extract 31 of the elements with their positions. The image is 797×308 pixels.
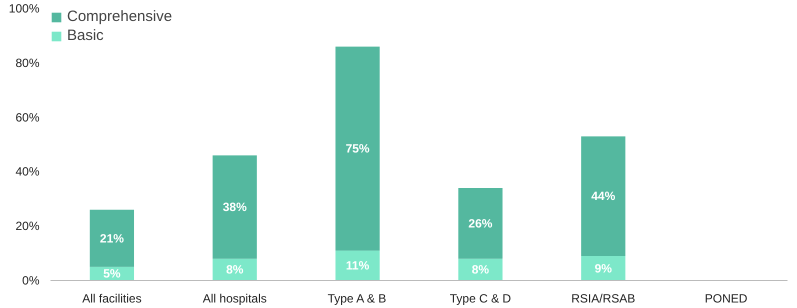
- data-label: 26%: [468, 216, 493, 230]
- x-tick-label: Type A & B: [328, 292, 386, 306]
- y-tick-label: 80%: [15, 56, 40, 70]
- bar: [335, 250, 380, 280]
- x-tick-label: All facilities: [82, 292, 142, 306]
- data-label: 8%: [472, 262, 490, 277]
- y-tick-label: 20%: [15, 219, 40, 234]
- x-tick-label: Type C & D: [450, 292, 512, 306]
- bar: [335, 46, 380, 251]
- bar: [581, 136, 626, 256]
- y-tick-label: 100%: [8, 2, 40, 16]
- data-label: 38%: [222, 200, 248, 214]
- data-label: 5%: [103, 266, 121, 281]
- x-tick-label: All hospitals: [202, 292, 267, 306]
- data-label: 44%: [591, 189, 616, 204]
- data-label: 9%: [594, 261, 612, 276]
- data-label: 75%: [346, 142, 370, 156]
- data-label: 21%: [100, 231, 124, 246]
- bar: [458, 188, 503, 259]
- legend-label: Basic: [67, 27, 104, 44]
- legend-label: Comprehensive: [67, 8, 172, 25]
- y-tick-label: 60%: [15, 110, 40, 124]
- x-tick-label: PONED: [704, 292, 748, 306]
- x-tick-label: RSIA/RSAB: [571, 292, 636, 306]
- y-tick-label: 0%: [22, 274, 40, 288]
- bar: [90, 210, 134, 267]
- bar: [581, 256, 626, 280]
- bar: [212, 155, 257, 259]
- data-label: 8%: [226, 262, 244, 277]
- data-label: 11%: [346, 258, 370, 273]
- y-tick-label: 40%: [15, 164, 40, 179]
